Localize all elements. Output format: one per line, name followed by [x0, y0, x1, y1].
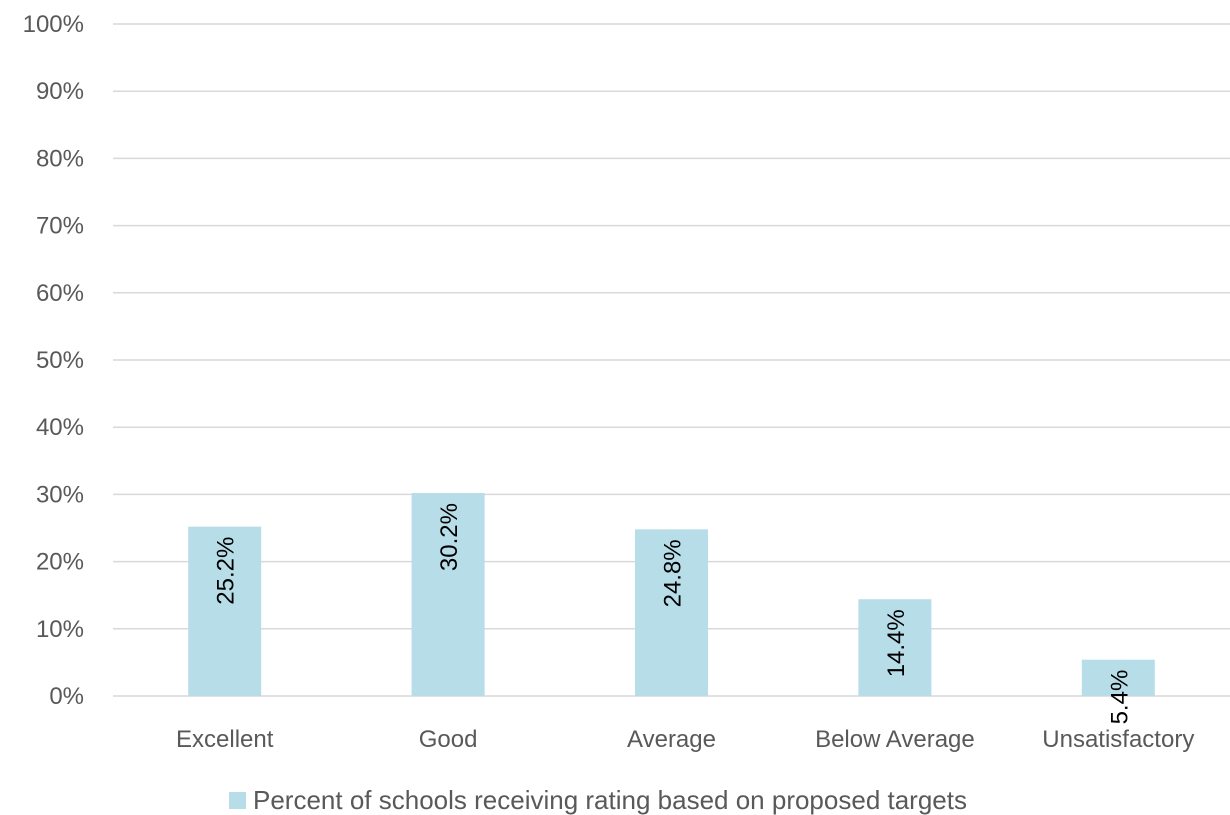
legend-label: Percent of schools receiving rating base… — [253, 785, 967, 815]
gridlines — [113, 23, 1230, 697]
y-tick-label: 80% — [36, 145, 84, 172]
y-tick-label: 0% — [49, 683, 84, 710]
y-tick-label: 40% — [36, 414, 84, 441]
y-tick-label: 50% — [36, 347, 84, 374]
x-category-label: Excellent — [176, 726, 274, 753]
y-tick-label: 20% — [36, 549, 84, 576]
y-tick-label: 70% — [36, 213, 84, 240]
y-tick-label: 60% — [36, 280, 84, 307]
x-category-label: Unsatisfactory — [1042, 726, 1194, 753]
x-axis-category-labels: Excellent Good Average Below Average Unsatis… — [176, 726, 1194, 753]
data-label: 25.2% — [213, 537, 240, 605]
y-tick-label: 100% — [23, 11, 84, 38]
y-tick-label: 30% — [36, 481, 84, 508]
data-label: 24.8% — [660, 539, 687, 607]
y-tick-label: 90% — [36, 78, 84, 105]
bars — [188, 493, 1155, 696]
x-category-label: Below Average — [815, 726, 975, 753]
data-label: 30.2% — [436, 503, 463, 571]
legend-swatch — [229, 792, 246, 809]
bar — [411, 493, 485, 696]
y-tick-label: 10% — [36, 616, 84, 643]
y-axis-tick-labels: 0% 10% 20% 30% 40% 50% 60% 70% 80% 90% 100% — [23, 11, 84, 710]
bar — [188, 526, 262, 696]
bar — [635, 529, 708, 696]
data-label: 5.4% — [1106, 670, 1133, 725]
bar — [1081, 659, 1155, 696]
data-labels: 25.2% 30.2% 24.8% 14.4% 5.4% — [213, 503, 1134, 724]
bar — [858, 599, 932, 696]
x-category-label: Good — [419, 726, 478, 753]
x-category-label: Average — [627, 726, 716, 753]
legend: Percent of schools receiving rating base… — [229, 785, 967, 815]
data-label: 14.4% — [883, 609, 910, 677]
